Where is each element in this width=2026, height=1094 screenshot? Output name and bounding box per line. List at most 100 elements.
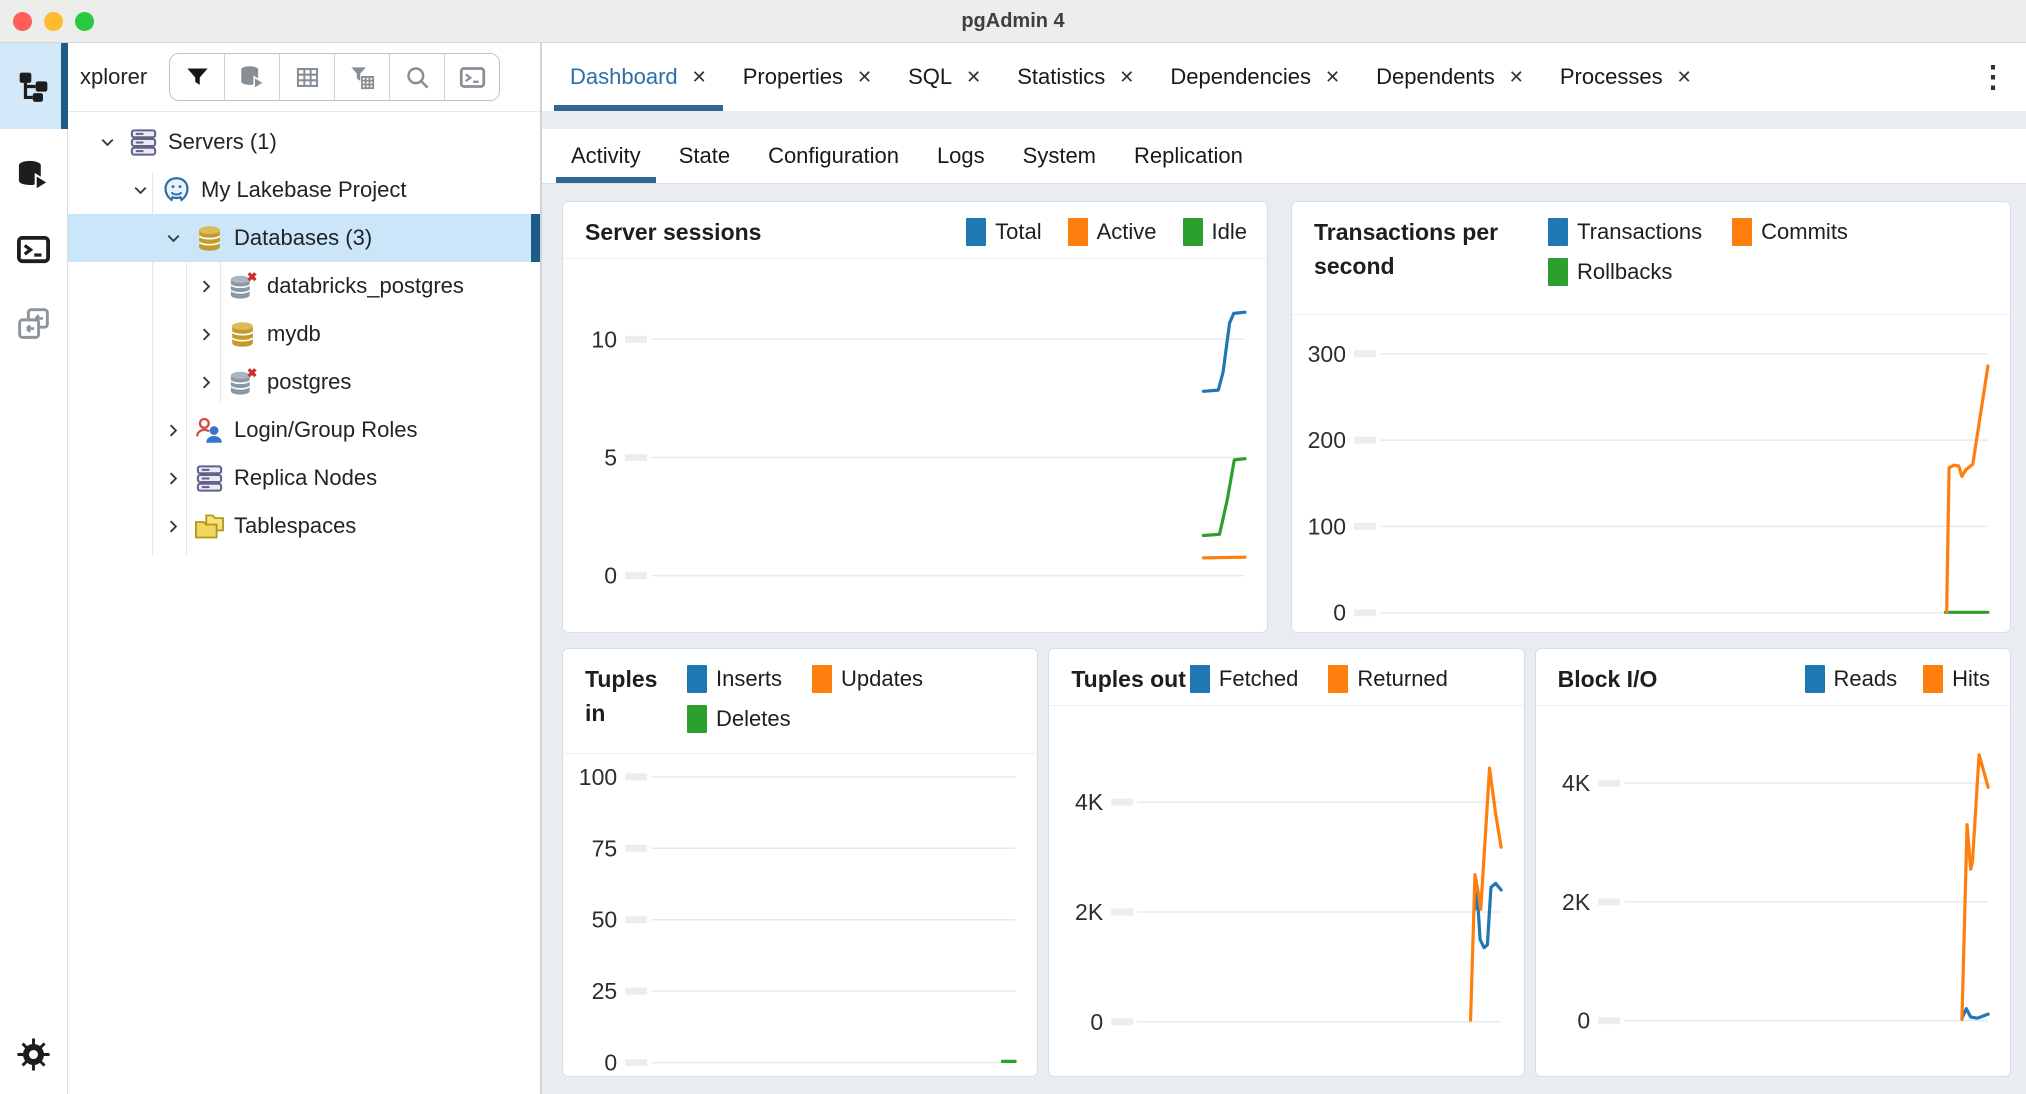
chevron-down-icon[interactable] [127,177,153,203]
tab-dependencies[interactable]: Dependencies ✕ [1154,43,1356,111]
subtab-activity[interactable]: Activity [556,129,656,183]
chevron-right-icon[interactable] [193,369,219,395]
tab-label: Dashboard [570,64,678,89]
svg-text:0: 0 [604,1050,617,1074]
subtab-logs[interactable]: Logs [936,143,985,168]
console-icon[interactable] [445,54,500,100]
close-icon[interactable]: ✕ [857,67,873,87]
settings-gear-icon[interactable] [0,1026,67,1082]
close-icon[interactable]: ✕ [966,67,982,87]
tree-item-servers-1[interactable]: Servers (1) [68,118,540,166]
grid-icon[interactable] [280,54,336,100]
subtab-system[interactable]: System [1022,143,1097,168]
close-icon[interactable]: ✕ [1119,67,1135,87]
chevron-right-icon[interactable] [160,417,186,443]
tree-item-databricks-postgres[interactable]: databricks_postgres [68,262,540,310]
tree-item-login-group-roles[interactable]: Login/Group Roles [68,406,540,454]
query-tool-icon[interactable] [225,54,281,100]
tab-dashboard[interactable]: Dashboard ✕ [554,43,723,111]
close-icon[interactable]: ✕ [1325,67,1341,87]
svg-text:0: 0 [1577,1008,1590,1034]
tab-label: Dependencies [1170,64,1312,89]
tab-dependents[interactable]: Dependents ✕ [1360,43,1540,111]
svg-text:2K: 2K [1562,889,1591,915]
folders-icon [194,511,225,542]
legend-swatch [1189,665,1210,693]
svg-text:200: 200 [1308,427,1346,453]
tab-label: Processes [1559,64,1663,89]
dashboard-cards: Server sessions Total Active Idle 10 5 0 Tra… [542,184,2026,1077]
panel-title: Tuples in [585,666,658,726]
legend-swatch [1732,218,1753,246]
tab-statistics[interactable]: Statistics ✕ [1001,43,1150,111]
legend-total: Total [966,215,1042,249]
subtab-state[interactable]: State [678,143,731,168]
schema-diff-icon[interactable] [0,295,67,351]
svg-text:4K: 4K [1075,789,1104,815]
tab-overflow-menu-icon[interactable]: ⋮ [1978,60,2008,94]
svg-text:100: 100 [579,764,617,790]
filter-grid-icon[interactable] [335,54,391,100]
chevron-right-icon[interactable] [160,513,186,539]
tree-item-label: Servers (1) [168,129,277,154]
tab-processes[interactable]: Processes ✕ [1544,43,1708,111]
legend-hits: Hits [1923,662,1990,696]
svg-text:4K: 4K [1562,770,1591,796]
tab-label: Dependents [1376,64,1495,89]
tree-item-label: Databases (3) [234,225,373,250]
subtab-replication[interactable]: Replication [1134,143,1243,168]
chevron-right-icon[interactable] [193,273,219,299]
tab-label: SQL [908,64,953,89]
dashboard-subtabs: Activity State Configuration Logs System Repl… [542,129,2026,184]
psql-tool-icon[interactable] [0,221,67,277]
close-icon[interactable]: ✕ [1508,67,1524,87]
titlebar: pgAdmin 4 [0,0,2026,43]
db-gold-icon [194,223,225,254]
close-icon[interactable]: ✕ [1676,67,1692,87]
close-window-button[interactable] [13,11,32,31]
subtab-configuration[interactable]: Configuration [768,143,899,168]
panel-tuples-in: Tuples in Inserts Updates Deletes 100 75 50 2… [562,648,1039,1077]
chart-legend: Fetched Returned [1189,662,1504,696]
object-explorer-tree: Servers (1) My Lakebase Project Databases … [68,112,540,1094]
tree-item-label: databricks_postgres [267,273,464,298]
tree-item-replica-nodes[interactable]: Replica Nodes [68,454,540,502]
chevron-right-icon[interactable] [193,321,219,347]
legend-swatch [812,665,833,693]
server-stack-icon [128,127,159,158]
filter-icon[interactable] [170,54,226,100]
object-explorer-icon[interactable] [0,43,68,129]
svg-text:2K: 2K [1075,899,1104,925]
server-sessions-chart: 10 5 0 [591,310,1247,589]
query-tool-icon[interactable] [0,147,67,203]
panel-server-sessions: Server sessions Total Active Idle 10 5 0 [562,201,1269,633]
chevron-right-icon[interactable] [160,465,186,491]
db-gray-x-icon [227,271,258,302]
tree-item-postgres[interactable]: postgres [68,358,540,406]
zoom-window-button[interactable] [75,11,94,31]
main-panel: Dashboard ✕ Properties ✕ SQL ✕ Statistics ✕ Depe… [542,43,2026,1094]
tuples-out-chart: 4K 2K 0 [1075,766,1504,1035]
chart-legend: Reads Hits [1657,662,1990,696]
dashboard-content: Activity State Configuration Logs System Repl… [542,111,2026,1094]
tree-item-my-lakebase-project[interactable]: My Lakebase Project [68,166,540,214]
minimize-window-button[interactable] [44,11,63,31]
tabs: Dashboard ✕ Properties ✕ SQL ✕ Statistics ✕ Depe… [542,43,1978,111]
chart-legend: Inserts Updates Deletes [687,662,1017,736]
legend-swatch [1548,218,1569,246]
search-icon[interactable] [390,54,446,100]
legend-swatch [1067,218,1088,246]
tree-item-tablespaces[interactable]: Tablespaces [68,502,540,550]
tab-properties[interactable]: Properties ✕ [727,43,888,111]
legend-swatch [1548,258,1569,286]
svg-text:10: 10 [591,326,617,352]
chevron-down-icon[interactable] [160,225,186,251]
tab-sql[interactable]: SQL ✕ [892,43,997,111]
tree-item-mydb[interactable]: mydb [68,310,540,358]
svg-text:50: 50 [592,907,618,933]
tree-item-databases-3[interactable]: Databases (3) [68,214,540,262]
legend-reads: Reads [1804,662,1897,696]
chevron-down-icon[interactable] [94,129,120,155]
close-icon[interactable]: ✕ [691,67,707,87]
tuples-in-chart: 100 75 50 25 0 [579,764,1017,1074]
